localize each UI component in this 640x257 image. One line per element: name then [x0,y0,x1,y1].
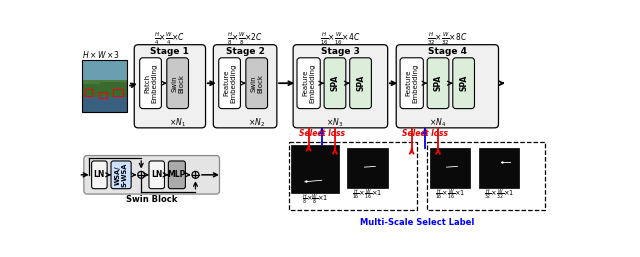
FancyBboxPatch shape [219,58,241,109]
FancyBboxPatch shape [92,161,107,189]
Bar [113,89,123,96]
Text: Feature
Embedding: Feature Embedding [302,63,315,103]
Text: $H\times W\times 3$: $H\times W\times 3$ [81,49,120,60]
FancyBboxPatch shape [297,58,320,109]
FancyBboxPatch shape [396,45,499,128]
Text: Feature
Embedding: Feature Embedding [405,63,418,103]
Text: Select loss: Select loss [299,129,345,138]
FancyBboxPatch shape [400,58,423,109]
Text: LN: LN [151,170,163,179]
Text: $\frac{H}{32}{\times}\frac{W}{32}{\times}8C$: $\frac{H}{32}{\times}\frac{W}{32}{\times… [427,30,468,47]
Bar [83,80,127,96]
Text: SPA: SPA [433,75,442,91]
FancyBboxPatch shape [111,161,131,189]
Bar [83,60,127,113]
Bar [479,148,520,188]
Bar [100,82,127,97]
FancyBboxPatch shape [293,45,388,128]
Bar [428,142,545,210]
Text: Swin
Block: Swin Block [171,74,184,93]
FancyBboxPatch shape [246,58,268,109]
Text: Swin Block: Swin Block [126,195,177,204]
Text: Swin
Block: Swin Block [250,74,263,93]
Text: $\frac{H}{8}{\times}\frac{W}{8}{\times}2C$: $\frac{H}{8}{\times}\frac{W}{8}{\times}2… [227,30,263,47]
Bar [83,60,127,80]
Text: WSA/
S-WSA: WSA/ S-WSA [115,163,127,187]
FancyBboxPatch shape [149,161,164,189]
FancyBboxPatch shape [428,58,449,109]
Text: Feature
Embedding: Feature Embedding [223,63,236,103]
Text: SPA: SPA [459,75,468,91]
Text: $\times N_3$: $\times N_3$ [326,116,344,129]
Text: $\frac{H}{16}{\times}\frac{W}{16}{\times}1$: $\frac{H}{16}{\times}\frac{W}{16}{\times… [435,188,465,202]
FancyBboxPatch shape [324,58,346,109]
FancyBboxPatch shape [134,45,205,128]
Bar [429,148,470,188]
Text: $\times N_4$: $\times N_4$ [429,116,447,129]
Text: Patch
Embedding: Patch Embedding [144,63,157,103]
Text: Stage 2: Stage 2 [226,47,264,56]
Bar [83,84,105,97]
Bar [83,96,127,113]
Bar [291,145,339,192]
Text: $\frac{H}{16}{\times}\frac{W}{16}{\times}4C$: $\frac{H}{16}{\times}\frac{W}{16}{\times… [320,30,360,47]
Text: MLP: MLP [168,170,186,179]
FancyBboxPatch shape [213,45,277,128]
Bar [99,91,107,98]
Bar [289,142,417,210]
Text: Stage 4: Stage 4 [428,47,467,56]
Bar [84,89,92,96]
Text: SPA: SPA [330,75,339,91]
Text: Stage 1: Stage 1 [150,47,189,56]
FancyBboxPatch shape [349,58,371,109]
Text: $\frac{H}{32}{\times}\frac{W}{32}{\times}1$: $\frac{H}{32}{\times}\frac{W}{32}{\times… [484,188,515,202]
Text: SPA: SPA [356,75,365,91]
Text: Select loss: Select loss [402,129,448,138]
Text: $\frac{H}{4}{\times}\frac{W}{4}{\times}C$: $\frac{H}{4}{\times}\frac{W}{4}{\times}C… [154,30,186,47]
FancyBboxPatch shape [452,58,474,109]
FancyBboxPatch shape [167,58,189,109]
FancyBboxPatch shape [84,155,220,194]
FancyBboxPatch shape [168,161,186,189]
Text: $\times N_2$: $\times N_2$ [248,116,265,129]
Text: Multi-Scale Select Label: Multi-Scale Select Label [360,218,474,227]
Bar [348,148,388,188]
Text: $\times N_1$: $\times N_1$ [169,116,186,129]
FancyBboxPatch shape [140,58,161,109]
Text: LN: LN [93,170,105,179]
Text: $\frac{H}{8}{\times}\frac{W}{8}{\times}1$: $\frac{H}{8}{\times}\frac{W}{8}{\times}1… [301,192,328,207]
Text: $\frac{H}{16}{\times}\frac{W}{16}{\times}1$: $\frac{H}{16}{\times}\frac{W}{16}{\times… [353,188,383,202]
Text: Stage 3: Stage 3 [321,47,360,56]
